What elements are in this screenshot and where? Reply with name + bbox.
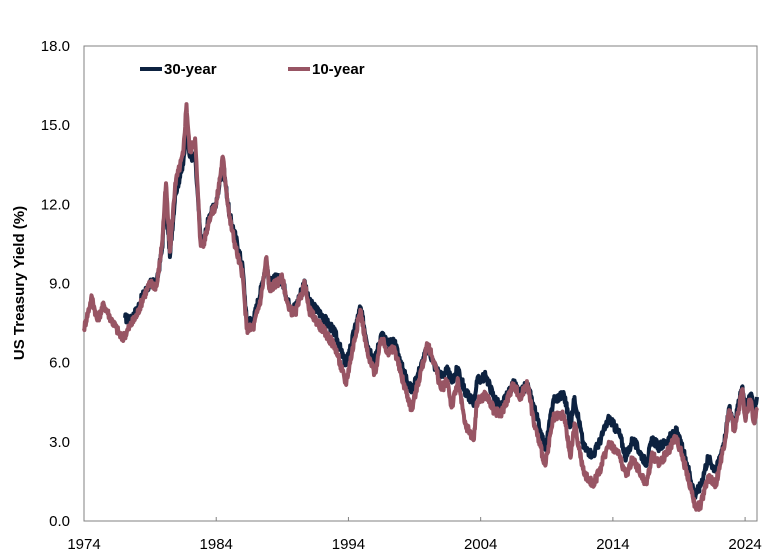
y-tick-label: 6.0 [49,355,70,372]
y-axis-ticks: 0.0 3.0 6.0 9.0 12.0 15.0 18.0 [41,38,70,530]
legend: 30-year 10-year [140,61,365,78]
x-tick-label: 1974 [67,536,100,553]
x-tick-label: 2024 [728,536,761,553]
y-tick-label: 0.0 [49,513,70,530]
y-tick-label: 12.0 [41,196,70,213]
series-lines [82,102,759,512]
x-axis-ticks: 1974 1984 1994 2004 2014 2024 [67,517,762,553]
series-line-10-year [82,102,759,512]
y-axis-title: US Treasury Yield (%) [11,206,28,360]
x-tick-label: 2004 [464,536,497,553]
y-tick-label: 3.0 [49,434,70,451]
y-tick-label: 9.0 [49,276,70,293]
y-tick-label: 15.0 [41,117,70,134]
y-tick-label: 18.0 [41,38,70,55]
legend-label-10-year: 10-year [312,61,365,78]
x-tick-label: 2014 [596,536,629,553]
x-tick-label: 1994 [332,536,365,553]
x-tick-label: 1984 [200,536,233,553]
plot-area [83,45,758,522]
legend-label-30-year: 30-year [164,61,217,78]
